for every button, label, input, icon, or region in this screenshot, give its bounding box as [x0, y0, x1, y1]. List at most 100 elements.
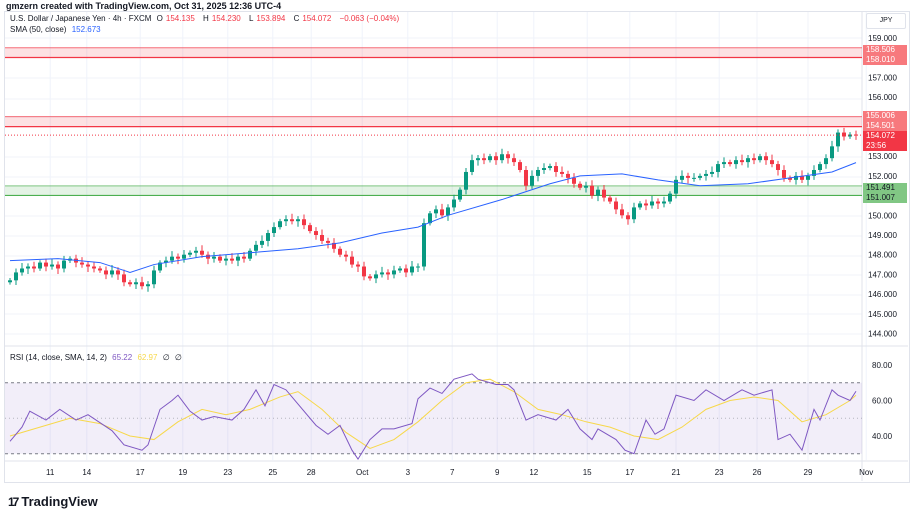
resistance-zone	[5, 47, 862, 58]
candle-body	[854, 134, 858, 136]
candle-body	[98, 268, 102, 271]
candle-body	[92, 266, 96, 269]
candle-body	[392, 270, 396, 275]
candle-body	[440, 209, 444, 216]
candle-body	[308, 225, 312, 232]
candle-body	[506, 154, 510, 159]
candle-body	[356, 264, 360, 267]
candle-body	[632, 207, 636, 220]
candle-body	[158, 262, 162, 271]
candle-body	[410, 266, 414, 273]
candle-body	[728, 162, 732, 165]
candle-body	[146, 284, 150, 287]
candle-body	[212, 256, 216, 259]
rsi-label[interactable]: RSI (14, close, SMA, 14, 2)	[10, 353, 107, 362]
low-value: 153.894	[256, 14, 286, 23]
candle-body	[554, 166, 558, 172]
price-axis-label: 145.000	[868, 310, 897, 319]
time-axis-label: 26	[753, 468, 762, 477]
price-axis-label: 148.000	[868, 251, 897, 260]
candle-body	[290, 219, 294, 222]
candle-body	[548, 166, 552, 169]
candle-body	[494, 156, 498, 161]
candle-body	[512, 158, 516, 163]
candle-body	[644, 203, 648, 206]
candle-body	[602, 189, 606, 198]
tradingview-logo[interactable]: 17 TradingView	[8, 494, 98, 509]
candle-body	[596, 189, 600, 196]
candle-body	[794, 175, 798, 180]
candle-body	[254, 244, 258, 251]
time-axis-label: Oct	[356, 468, 369, 477]
candle-body	[260, 240, 264, 245]
candle-body	[80, 262, 84, 265]
candle-body	[740, 160, 744, 163]
candle-body	[272, 227, 276, 234]
time-axis-label: 15	[583, 468, 592, 477]
time-axis-label: 14	[82, 468, 91, 477]
time-axis-label: 28	[307, 468, 316, 477]
time-axis-label: 17	[625, 468, 634, 477]
candle-body	[110, 270, 114, 275]
candle-body	[344, 254, 348, 257]
chart-frame	[4, 11, 910, 483]
candle-body	[326, 240, 330, 243]
price-axis-label: 149.000	[868, 231, 897, 240]
candle-body	[338, 248, 342, 255]
chart-credit: gmzern created with TradingView.com, Oct…	[6, 1, 282, 11]
time-axis-label: 29	[804, 468, 813, 477]
candle-body	[716, 164, 720, 172]
candle-body	[38, 262, 42, 269]
open-value: 154.135	[165, 14, 195, 23]
rsi-legend: RSI (14, close, SMA, 14, 2) 65.22 62.97 …	[10, 353, 182, 362]
price-axis-label: 153.000	[868, 152, 897, 161]
candle-body	[152, 270, 156, 285]
candle-body	[710, 171, 714, 174]
candle-body	[128, 282, 132, 285]
candle-body	[464, 171, 468, 190]
zone-top-high-tag: 158.506	[863, 45, 907, 55]
rsi-sma-line	[9, 378, 857, 449]
high-value: 154.230	[211, 14, 241, 23]
rsi-axis-label: 80.00	[872, 361, 893, 370]
time-axis-label: 12	[529, 468, 538, 477]
candle-body	[428, 213, 432, 224]
candle-body	[374, 274, 378, 279]
candle-body	[104, 270, 108, 275]
candle-body	[194, 250, 198, 253]
candle-body	[242, 256, 246, 259]
symbol-title[interactable]: U.S. Dollar / Japanese Yen · 4h · FXCM	[10, 14, 152, 23]
candle-body	[20, 268, 24, 273]
candle-body	[188, 252, 192, 255]
candle-body	[812, 169, 816, 176]
sma-legend: SMA (50, close) 152.673	[10, 25, 104, 34]
candle-body	[782, 169, 786, 178]
zone-low-high-tag: 151.491	[863, 183, 907, 193]
candle-body	[542, 168, 546, 170]
candle-body	[284, 219, 288, 222]
candle-body	[200, 250, 204, 255]
candle-body	[518, 162, 522, 170]
sma-value: 152.673	[71, 25, 101, 34]
time-axis-label: 19	[178, 468, 187, 477]
candle-body	[278, 221, 282, 228]
candle-body	[248, 250, 252, 259]
candle-body	[62, 260, 66, 269]
candle-body	[140, 282, 144, 287]
tradingview-logo-icon: 17	[8, 494, 19, 509]
zone-top-low-tag: 158.010	[863, 55, 907, 65]
candle-body	[122, 274, 126, 283]
candle-body	[224, 258, 228, 261]
candle-body	[614, 201, 618, 210]
candle-body	[458, 189, 462, 200]
candle-body	[800, 175, 804, 180]
candle-body	[524, 169, 528, 186]
sma-label[interactable]: SMA (50, close)	[10, 25, 67, 34]
currency-button[interactable]: JPY	[866, 13, 906, 29]
candle-body	[266, 233, 270, 241]
candle-body	[8, 280, 12, 283]
time-axis-label: 23	[715, 468, 724, 477]
price-axis-label: 152.000	[868, 172, 897, 181]
candle-body	[176, 256, 180, 259]
